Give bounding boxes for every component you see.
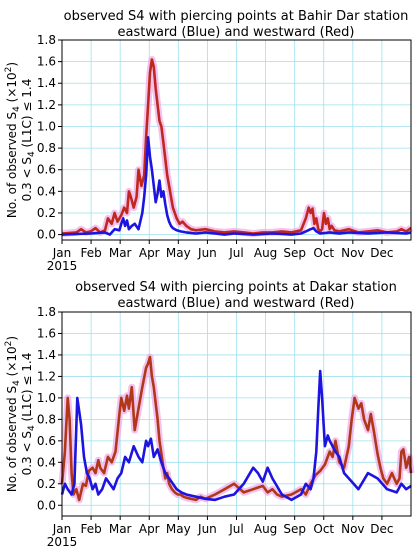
chart-dakar: observed S4 with piercing points at Daka… (4, 280, 415, 549)
y-axis-label-line1: No. of observed S4 (×102) (4, 336, 22, 492)
y-axis-label-line2: 0.3 < S4 (L1C) ≤ 1.4 (20, 353, 37, 476)
y-tick-label: 1.4 (37, 348, 56, 362)
x-tick-label: Jun (197, 246, 217, 260)
x-tick-label: May (166, 522, 191, 536)
y-tick-label: 0.6 (37, 163, 56, 177)
x-tick-label: Mar (109, 246, 132, 260)
series-line-westward (60, 355, 413, 502)
y-tick-label: 1.8 (37, 33, 56, 47)
y-tick-label: 1.0 (37, 119, 56, 133)
chart-title: observed S4 with piercing points at Daka… (75, 280, 397, 295)
x-tick-label: Oct (313, 246, 334, 260)
x-tick-label: Sep (283, 522, 306, 536)
x-tick-label: Apr (139, 246, 160, 260)
y-tick-label: 0.2 (37, 206, 56, 220)
year-label: 2015 (47, 535, 78, 549)
x-tick-label: Jul (228, 522, 243, 536)
y-axis-label-line1: No. of observed S4 (×102) (4, 62, 22, 218)
y-tick-label: 1.6 (37, 326, 56, 340)
x-tick-label: Aug (254, 246, 277, 260)
x-tick-label: Feb (80, 246, 101, 260)
series-line-eastward (61, 136, 412, 236)
x-tick-label: Oct (313, 522, 334, 536)
y-tick-label: 1.4 (37, 76, 56, 90)
x-tick-label: Feb (80, 522, 101, 536)
x-tick-label: Sep (283, 246, 306, 260)
x-tick-label: Nov (341, 246, 364, 260)
series-line-eastward (60, 369, 412, 502)
y-tick-label: 0.0 (37, 498, 56, 512)
series-line-westward (61, 58, 412, 235)
y-tick-label: 1.6 (37, 55, 56, 69)
x-tick-label: May (166, 246, 191, 260)
y-tick-label: 0.6 (37, 434, 56, 448)
chart-title: observed S4 with piercing points at Bahi… (64, 9, 409, 24)
x-tick-label: Aug (254, 522, 277, 536)
x-tick-label: Mar (109, 522, 132, 536)
y-tick-label: 1.2 (37, 369, 56, 383)
chart-subtitle: eastward (Blue) and westward (Red) (117, 25, 354, 40)
chart-subtitle: eastward (Blue) and westward (Red) (117, 296, 354, 311)
y-tick-label: 0.4 (37, 184, 56, 198)
x-tick-label: Apr (139, 522, 160, 536)
year-label: 2015 (47, 259, 78, 273)
y-tick-label: 1.0 (37, 391, 56, 405)
x-tick-label: Nov (341, 522, 364, 536)
y-tick-label: 0.8 (37, 412, 56, 426)
y-tick-label: 0.4 (37, 455, 56, 469)
y-tick-label: 1.8 (37, 305, 56, 319)
x-tick-label: Jan (52, 522, 72, 536)
x-tick-label: Dec (370, 246, 393, 260)
y-tick-label: 0.8 (37, 141, 56, 155)
chart-bahir-dar: observed S4 with piercing points at Bahi… (4, 9, 413, 273)
x-tick-label: Jun (197, 522, 217, 536)
y-tick-label: 0.2 (37, 477, 56, 491)
x-tick-label: Dec (370, 522, 393, 536)
x-tick-label: Jul (228, 246, 243, 260)
y-tick-label: 0.0 (37, 228, 56, 242)
y-axis-label-line2: 0.3 < S4 (L1C) ≤ 1.4 (20, 79, 37, 202)
x-tick-label: Jan (52, 246, 72, 260)
y-tick-label: 1.2 (37, 98, 56, 112)
